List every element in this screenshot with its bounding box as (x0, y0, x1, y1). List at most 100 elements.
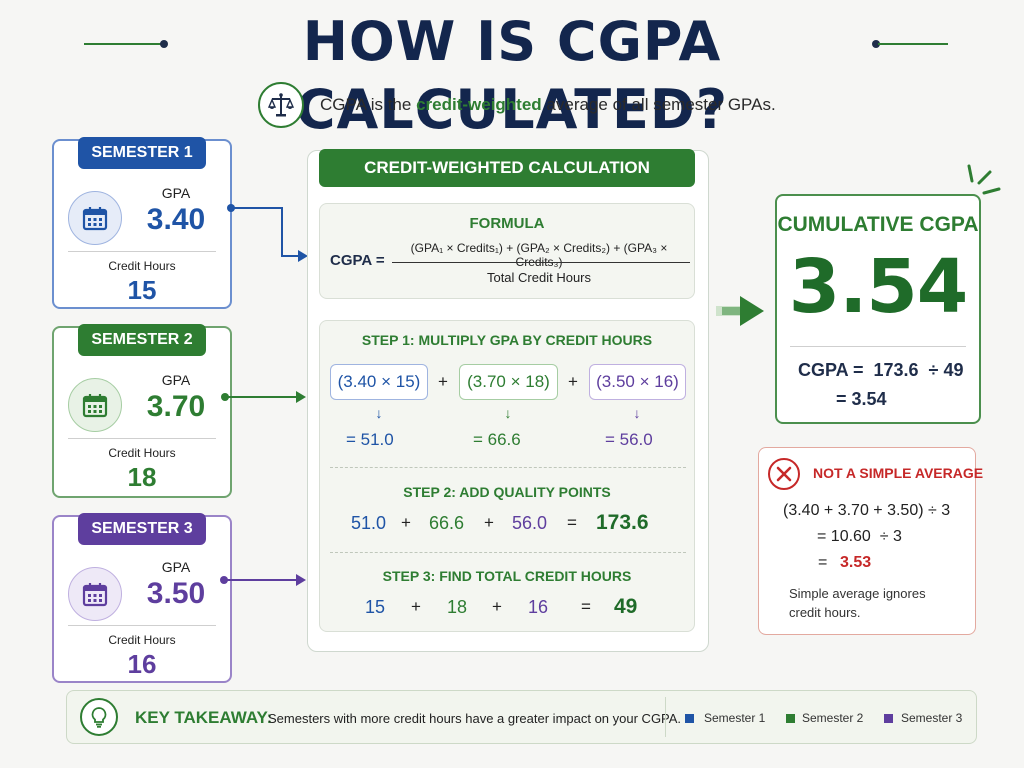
legend-semester-1: Semester 1 (704, 711, 766, 725)
legend-divider (665, 697, 666, 737)
step-1-title: STEP 1: MULTIPLY GPA BY CREDIT HOURS (361, 332, 653, 348)
calendar-icon (68, 567, 122, 621)
legend-swatch-semester-1 (685, 714, 694, 723)
subtitle-prefix: CGPA is the (320, 95, 417, 114)
title-dot-left (160, 40, 168, 48)
quality-point-1: 51.0 (351, 513, 387, 533)
warning-line-3-eq: = (818, 554, 828, 571)
down-arrow-icon: ↓ (504, 405, 512, 421)
semester-3-card: SEMESTER 3 GPA 3.50 Credit Hours 16 (52, 513, 232, 683)
product-2: (3.70 × 18) (459, 364, 558, 400)
warning-note-1: Simple average ignores (789, 586, 926, 601)
semester-1-card: SEMESTER 1 GPA 3.40 Credit Hours 15 (52, 137, 232, 309)
product-1: (3.40 × 15) (330, 364, 428, 400)
subtitle: CGPA is the credit-weighted average of a… (320, 95, 776, 115)
plus-sign: + (438, 372, 448, 391)
semester-1-tag: SEMESTER 1 (78, 137, 206, 169)
legend-swatch-semester-3 (884, 714, 893, 723)
formula-lhs: CGPA = (330, 252, 385, 269)
formula-box (319, 203, 695, 299)
result-title: CUMULATIVE CGPA (777, 213, 979, 236)
title-dot-right (872, 40, 880, 48)
credit-term-2: 18 (447, 597, 468, 617)
result-card (775, 194, 981, 424)
semester-1-credit-label: Credit Hours (108, 259, 176, 273)
step-divider (330, 467, 686, 468)
warning-line-2: = 10.60 ÷ 3 (817, 528, 902, 545)
arrow-right-icon (221, 391, 306, 403)
semester-3-credits: 16 (127, 649, 157, 679)
down-arrow-icon: ↓ (633, 405, 641, 421)
legend-semester-3: Semester 3 (901, 711, 963, 725)
semester-2-gpa-label: GPA (161, 372, 191, 388)
balance-scale-icon (258, 82, 304, 128)
plus-sign: + (411, 597, 421, 616)
formula-numerator: (GPA₁ × Credits₁) + (GPA₂ × Credits₂) + … (410, 241, 668, 269)
semester-3-gpa-label: GPA (161, 559, 191, 575)
calculation-header: CREDIT-WEIGHTED CALCULATION (319, 149, 695, 187)
semester-3-tag: SEMESTER 3 (78, 513, 206, 545)
calendar-icon (68, 191, 122, 245)
semester-1-gpa: 3.40 (146, 203, 206, 236)
key-takeaway-bar (66, 690, 977, 744)
arrow-right-icon (716, 296, 764, 326)
result-line-2: = 3.54 (836, 389, 887, 409)
semester-2-card: SEMESTER 2 GPA 3.70 Credit Hours 18 (52, 324, 232, 498)
divider (68, 251, 216, 252)
step-2-title: STEP 2: ADD QUALITY POINTS (403, 484, 611, 500)
plus-sign: + (401, 513, 411, 532)
plus-sign: + (568, 372, 578, 391)
total-credit-hours: 49 (614, 595, 638, 618)
key-takeaway-label: KEY TAKEAWAY: (135, 708, 273, 727)
divider (68, 625, 216, 626)
divider (68, 438, 216, 439)
calendar-icon (68, 378, 122, 432)
semester-3-credit-label: Credit Hours (108, 633, 176, 647)
semester-2-tag: SEMESTER 2 (78, 324, 206, 356)
semester-3-gpa: 3.50 (146, 577, 206, 610)
credit-term-1: 15 (365, 597, 386, 617)
step-3-title: STEP 3: FIND TOTAL CREDIT HOURS (382, 568, 632, 584)
legend-semester-2: Semester 2 (802, 711, 864, 725)
subtitle-row: CGPA is the credit-weighted average of a… (258, 80, 776, 130)
page-title: HOW IS CGPA CALCULATED? (295, 10, 729, 141)
step-divider (330, 552, 686, 553)
formula-title: FORMULA (469, 215, 545, 232)
cgpa-value: 3.54 (788, 244, 969, 330)
formula-fraction-bar (392, 262, 690, 263)
plus-sign: + (492, 597, 502, 616)
key-takeaway-text: Semesters with more credit hours have a … (268, 711, 682, 726)
x-circle-icon (768, 458, 800, 490)
credit-term-3: 16 (528, 597, 549, 617)
divider (790, 346, 966, 347)
quality-point-2: 66.6 (429, 513, 465, 533)
product-3-result: = 56.0 (605, 430, 653, 449)
down-arrow-icon: ↓ (375, 405, 383, 421)
burst-lines (967, 164, 1001, 195)
equals-sign: = (581, 597, 591, 616)
legend-swatch-semester-2 (786, 714, 795, 723)
semester-2-credits: 18 (127, 462, 157, 492)
subtitle-emphasis: credit-weighted (416, 95, 542, 114)
warning-line-3-value: 3.53 (840, 554, 872, 571)
semester-1-credits: 15 (127, 275, 157, 305)
quality-point-3: 56.0 (512, 513, 548, 533)
title-rule-left (84, 43, 162, 45)
product-3: (3.50 × 16) (589, 364, 686, 400)
formula-denominator: Total Credit Hours (486, 270, 592, 285)
quality-points-total: 173.6 (596, 511, 649, 534)
plus-sign: + (484, 513, 494, 532)
semester-1-gpa-label: GPA (161, 185, 191, 201)
title-rule-right (878, 43, 948, 45)
warning-note-2: credit hours. (789, 605, 861, 620)
semester-2-gpa: 3.70 (146, 390, 206, 423)
warning-title: NOT A SIMPLE AVERAGE (813, 465, 984, 481)
product-1-result: = 51.0 (346, 430, 394, 449)
product-2-result: = 66.6 (473, 430, 521, 449)
subtitle-suffix: average of all semester GPAs. (541, 95, 776, 114)
lightbulb-icon (80, 698, 118, 736)
arrow-right-icon (220, 574, 306, 586)
result-line-1: CGPA = 173.6 ÷ 49 (798, 360, 964, 380)
equals-sign: = (567, 513, 577, 532)
